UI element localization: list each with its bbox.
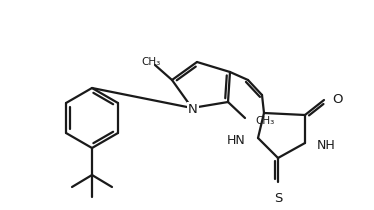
Text: CH₃: CH₃ bbox=[255, 116, 274, 126]
Text: HN: HN bbox=[227, 134, 246, 147]
Text: NH: NH bbox=[317, 139, 336, 151]
Text: O: O bbox=[332, 92, 343, 105]
Text: CH₃: CH₃ bbox=[141, 57, 160, 67]
Text: S: S bbox=[274, 192, 282, 205]
Text: N: N bbox=[188, 102, 198, 116]
